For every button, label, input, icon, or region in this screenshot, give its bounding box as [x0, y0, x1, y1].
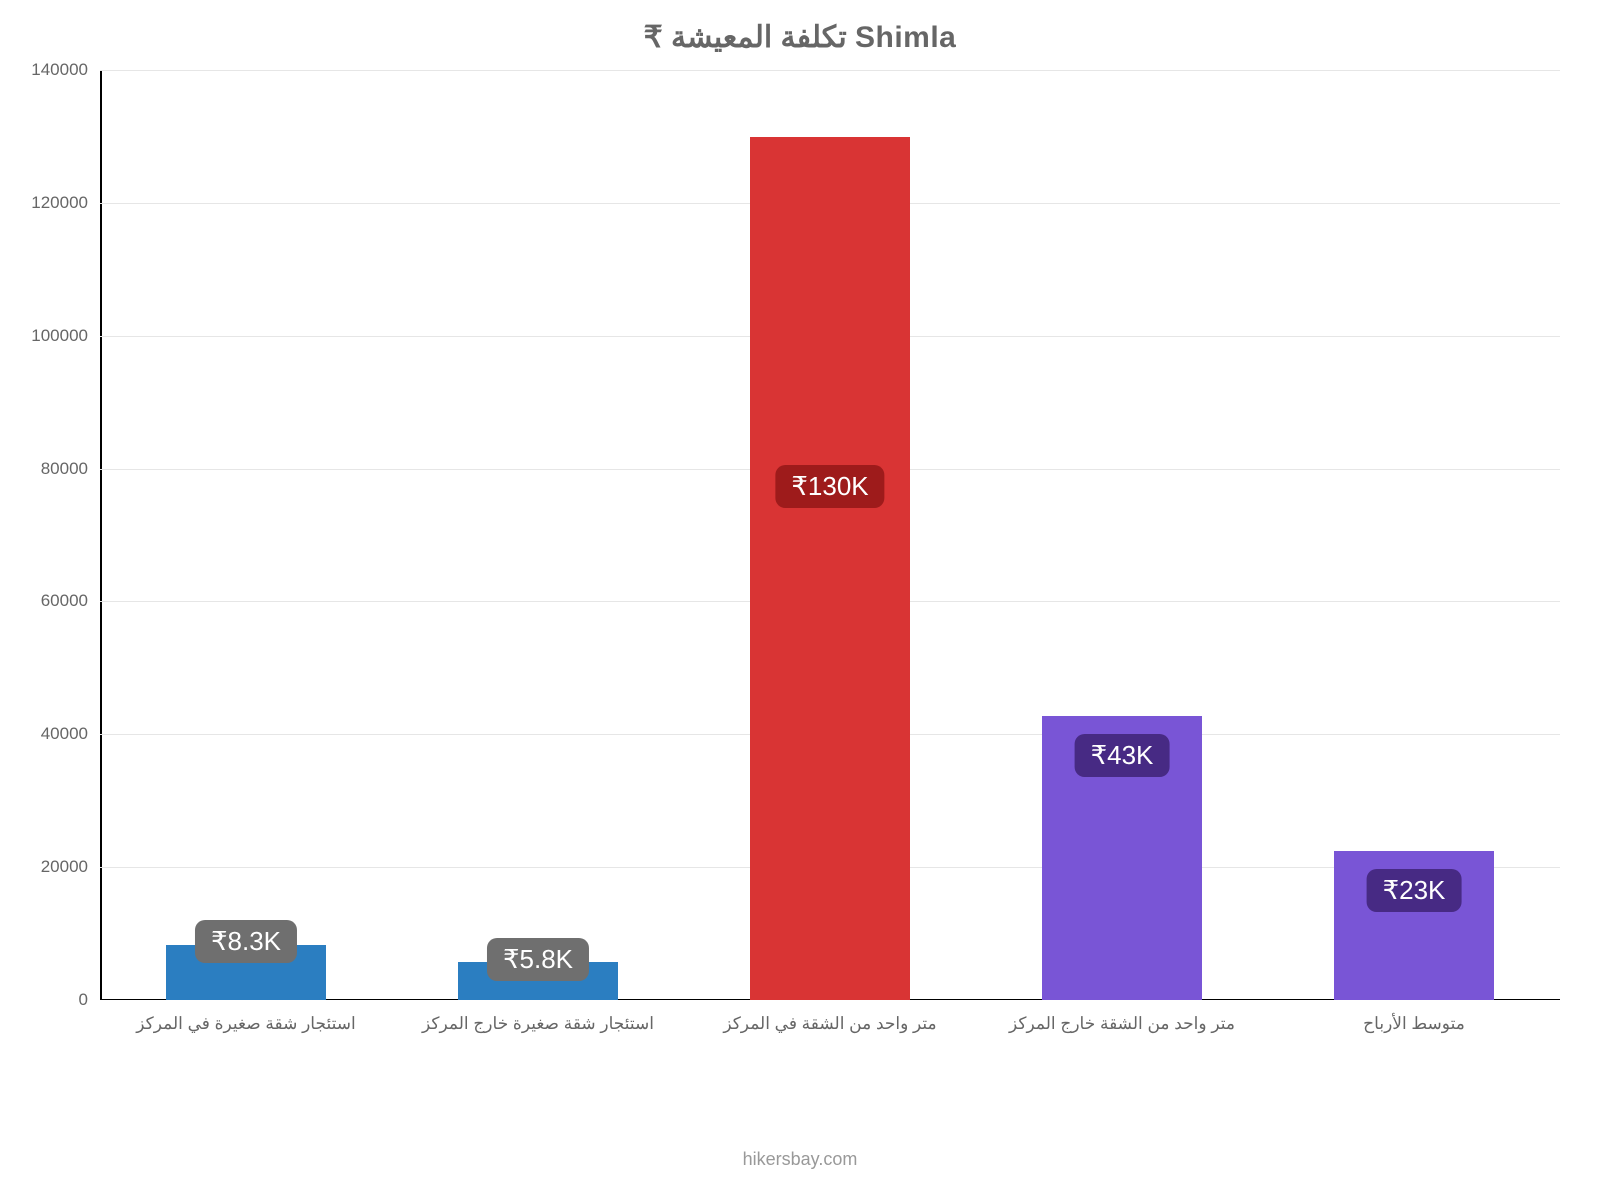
category-label: متر واحد من الشقة خارج المركز: [983, 1014, 1260, 1034]
grid-line: [100, 70, 1560, 71]
chart-container: ₹ تكلفة المعيشة Shimla 02000040000600008…: [0, 0, 1600, 1200]
category-label: استئجار شقة صغيرة في المركز: [107, 1014, 384, 1034]
value-badge: ₹8.3K: [195, 920, 297, 963]
y-tick-label: 100000: [31, 326, 88, 346]
chart-title: ₹ تكلفة المعيشة Shimla: [0, 20, 1600, 55]
y-tick-label: 80000: [41, 459, 88, 479]
y-axis-line: [100, 70, 102, 1000]
value-badge: ₹5.8K: [487, 938, 589, 981]
footer-text: hikersbay.com: [0, 1149, 1600, 1170]
category-label: متوسط الأرباح: [1275, 1014, 1552, 1034]
category-label: استئجار شقة صغيرة خارج المركز: [399, 1014, 676, 1034]
value-badge: ₹23K: [1367, 869, 1462, 912]
y-tick-label: 0: [79, 990, 88, 1010]
y-tick-label: 140000: [31, 60, 88, 80]
plot-area: 020000400006000080000100000120000140000₹…: [100, 70, 1560, 1000]
y-tick-label: 60000: [41, 591, 88, 611]
y-tick-label: 40000: [41, 724, 88, 744]
value-badge: ₹130K: [775, 465, 884, 508]
category-label: متر واحد من الشقة في المركز: [691, 1014, 968, 1034]
bar: [750, 137, 911, 1000]
value-badge: ₹43K: [1075, 734, 1170, 777]
y-tick-label: 120000: [31, 193, 88, 213]
y-tick-label: 20000: [41, 857, 88, 877]
